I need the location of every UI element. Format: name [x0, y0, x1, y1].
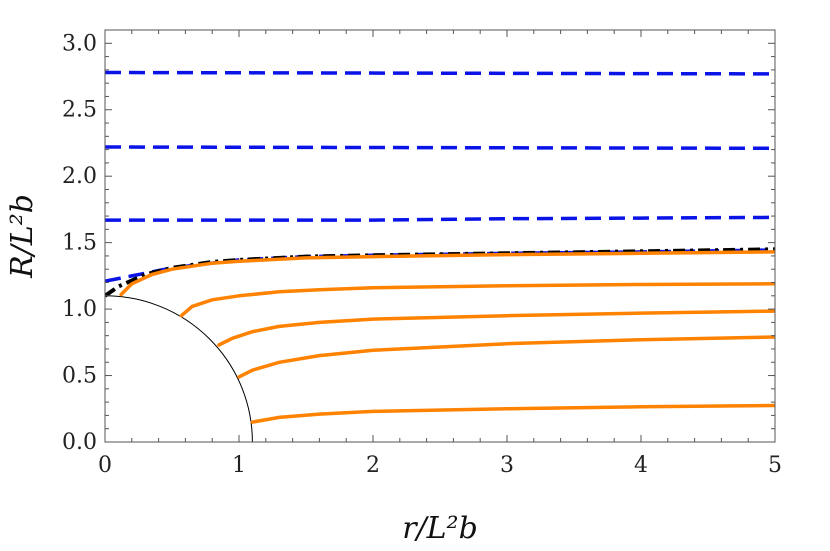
y-tick-label: 0.0: [62, 430, 97, 455]
x-axis-label: r/L²b: [402, 511, 478, 546]
series-line-9: [237, 335, 775, 379]
series-line-2: [105, 145, 775, 151]
y-tick-label: 2.0: [62, 164, 97, 189]
plot-frame: [104, 29, 776, 443]
series-line-8: [217, 309, 775, 347]
y-tick-label: 1.5: [62, 231, 97, 256]
boundary-arc: [105, 295, 253, 442]
y-tick-label: 1.0: [62, 297, 97, 322]
series-line-3: [105, 215, 775, 222]
x-tick-label: 3: [500, 453, 514, 478]
series-line-10: [250, 403, 775, 424]
axis-ticks: 0 1 2 3 4 5 0.0 0.5 1.0 1.5 2.0 2.5 3.0: [62, 30, 782, 478]
y-tick-label: 0.5: [62, 364, 97, 389]
series-line-1: [105, 70, 775, 76]
series-line-7: [179, 282, 775, 318]
x-tick-label: 4: [634, 453, 648, 478]
y-axis-label: R/L²b: [5, 194, 40, 279]
x-tick-label: 5: [768, 453, 782, 478]
x-tick-label: 2: [366, 453, 380, 478]
x-tick-label: 1: [232, 453, 246, 478]
plot-area: [105, 70, 775, 442]
x-tick-label: 0: [98, 453, 112, 478]
series-line-6: [119, 250, 775, 297]
y-tick-label: 2.5: [62, 98, 97, 123]
y-tick-label: 3.0: [62, 31, 97, 56]
